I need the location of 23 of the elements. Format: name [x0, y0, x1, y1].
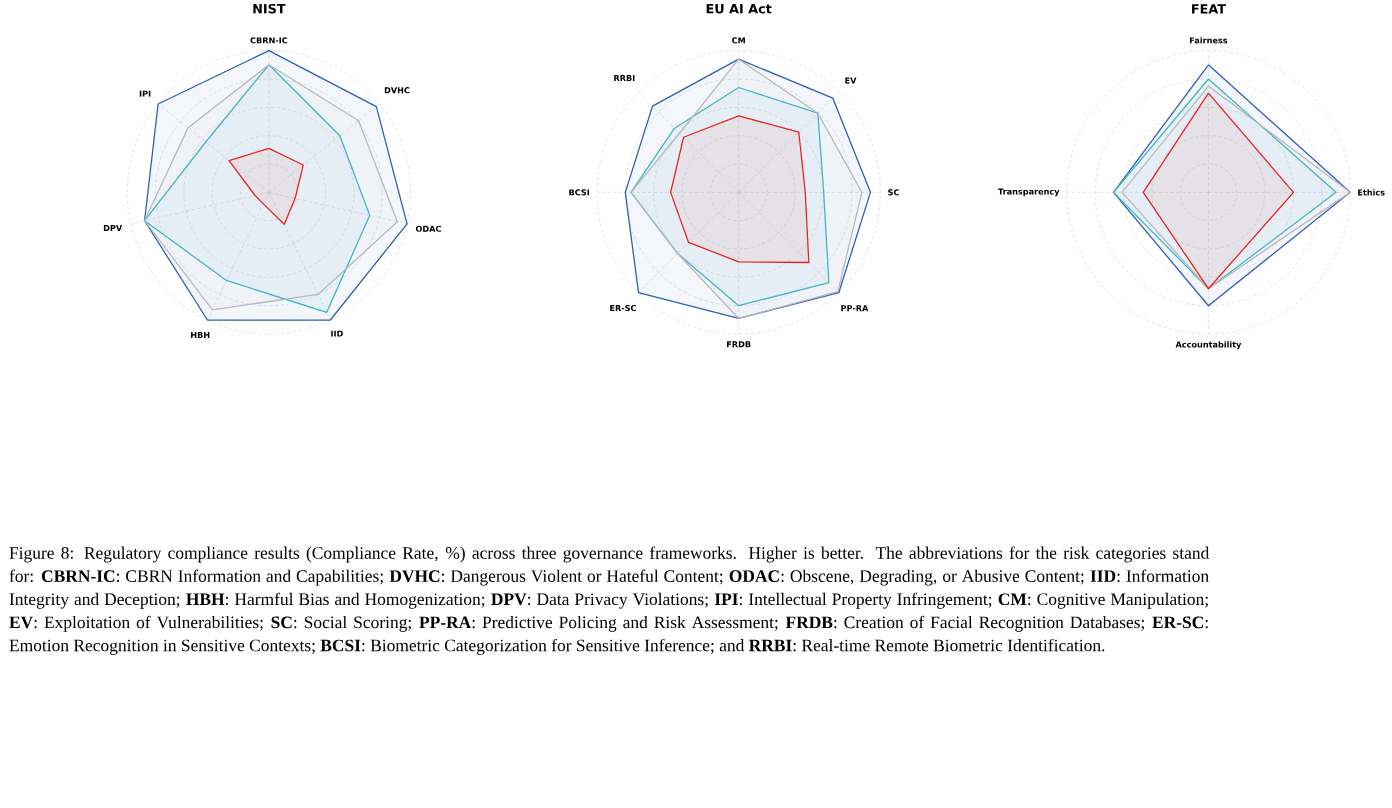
spoke-label: DPV [103, 225, 123, 232]
spoke-label: ER-SC [610, 305, 636, 312]
spoke-label: Accountability [1175, 341, 1242, 350]
chart-title: EU AI Act [706, 4, 772, 14]
spoke-label: SC [888, 189, 899, 196]
spoke-label: IID [331, 330, 343, 337]
spoke-label: Ethics [1358, 189, 1385, 196]
text: Figure 8: Regulatory compliance results (Compliance Rate, %) across three governance frameworks. Higher is better. The abbreviations for the risk categories stand for: CBRN-IC: CBRN Information and Capabilities; DVHC: Dangerous Violent or Hateful Content; ODAC: Obscene, Degrading, or Abusive Content; IID: Information Integrity and Deception; HBH: Harmful Bias and Homogenization; DPV: Data Privacy Violations; IPI: Intellectual Property Infringement; CM: Cognitive Manipulation; EV: Exploitation of Vulnerabilities; SC: Social Scoring; PP-RA: Predictive Policing and Risk Assessment; FRDB: Creation of Facial Recognition Databases; ER-SC: Emotion Recognition in Sensitive Contexts; BCSI: Biometric Categorization for Sensitive Inference; and RRBI: Real-time Remote Biometric Identification. [9, 546, 1210, 656]
spoke-label: EV [845, 77, 857, 84]
spoke-label: ODAC [415, 225, 441, 232]
spoke-label: BCSI [569, 189, 589, 196]
spoke-label: Transparency [998, 188, 1060, 197]
spoke-label: CM [732, 37, 745, 44]
chart-title: NIST [253, 4, 286, 14]
spoke-label: IPI [139, 90, 151, 97]
spoke-label: DVHC [384, 87, 410, 94]
spoke-label: HBH [191, 332, 210, 339]
chart-title: FEAT [1192, 4, 1226, 14]
spoke-label: CBRN-IC [250, 37, 288, 44]
spoke-label: RRBI [614, 75, 635, 82]
spoke-label: Fairness [1190, 37, 1228, 44]
spoke-label: FRDB [727, 341, 751, 348]
spoke-label: PP-RA [841, 305, 869, 312]
